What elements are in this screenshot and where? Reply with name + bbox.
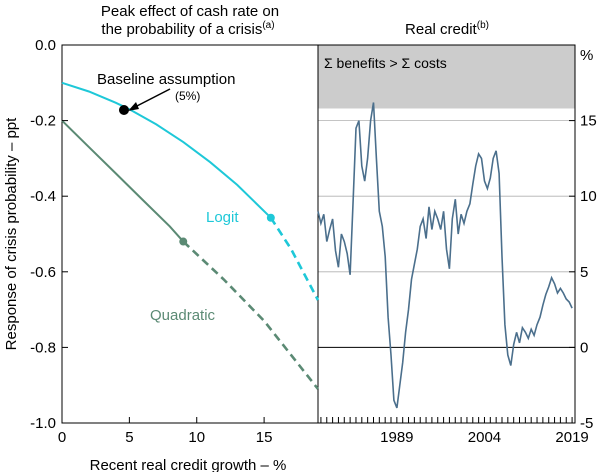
left-chart-title-note: (a) bbox=[262, 20, 274, 31]
right-chart-title: Real credit(b) bbox=[405, 20, 489, 38]
real-credit-line bbox=[317, 102, 573, 409]
shaded-region-label: Σ benefits > Σ costs bbox=[324, 55, 447, 71]
right-x-tick-label: 1989 bbox=[380, 429, 413, 446]
right-y-axis-unit: % bbox=[580, 47, 593, 64]
left-x-tick-label: 0 bbox=[58, 429, 66, 446]
right-panel-frame bbox=[317, 44, 576, 424]
baseline-annotation-text: Baseline assumption bbox=[97, 71, 235, 88]
logit-series-label: Logit bbox=[206, 209, 239, 226]
right-y-tick-label: 5 bbox=[580, 264, 588, 281]
right-x-axis-ticks: 1989 2004 2019 bbox=[320, 417, 589, 446]
quadratic-marker-point bbox=[179, 237, 188, 246]
left-y-tick-label: -0.8 bbox=[30, 339, 56, 356]
right-y-tick-label: 15 bbox=[580, 113, 597, 130]
left-x-tick-label: 15 bbox=[256, 429, 273, 446]
left-y-tick-label: -0.4 bbox=[30, 188, 56, 205]
baseline-arrow bbox=[132, 88, 171, 109]
left-y-tick-label: 0.0 bbox=[35, 37, 56, 54]
left-y-tick-label: -1.0 bbox=[30, 415, 56, 432]
right-chart-title-text: Real credit bbox=[405, 21, 478, 38]
right-y-tick-label: 0 bbox=[580, 339, 588, 356]
left-x-axis-ticks: 0 5 10 15 bbox=[58, 417, 273, 446]
left-chart-title-line2: the probability of a crisis(a) bbox=[101, 20, 274, 38]
quadratic-line-solid bbox=[61, 119, 185, 243]
quadratic-line-dashed bbox=[182, 240, 320, 390]
left-y-tick-label: -0.6 bbox=[30, 264, 56, 281]
shaded-region bbox=[318, 45, 575, 109]
baseline-annotation-subtext: (5%) bbox=[175, 89, 200, 103]
right-x-tick-label: 2019 bbox=[555, 429, 588, 446]
right-chart-title-note: (b) bbox=[477, 20, 489, 31]
quadratic-series-label: Quadratic bbox=[150, 307, 216, 324]
left-x-tick-label: 10 bbox=[188, 429, 205, 446]
left-y-tick-label: -0.2 bbox=[30, 113, 56, 130]
left-y-axis-label: Response of crisis probability – ppt bbox=[3, 117, 20, 350]
right-y-axis-ticks: 15 10 5 0 -5 bbox=[569, 113, 597, 432]
left-x-tick-label: 5 bbox=[125, 429, 133, 446]
left-chart-title-line1: Peak effect of cash rate on bbox=[101, 3, 279, 20]
baseline-arrowhead bbox=[128, 102, 139, 111]
logit-marker-point bbox=[266, 213, 275, 222]
baseline-assumption-marker bbox=[118, 105, 129, 116]
right-chart-grid bbox=[318, 45, 575, 348]
left-y-axis-ticks: 0.0 -0.2 -0.4 -0.6 -0.8 -1.0 bbox=[30, 37, 68, 432]
right-y-tick-label: -5 bbox=[580, 415, 593, 432]
logit-line-solid bbox=[61, 81, 272, 219]
left-x-axis-label: Recent real credit growth – % bbox=[90, 457, 287, 472]
right-y-tick-label: 10 bbox=[580, 188, 597, 205]
left-chart-title-line2-text: the probability of a crisis bbox=[101, 21, 262, 38]
right-x-tick-label: 2004 bbox=[468, 429, 501, 446]
logit-line-dashed bbox=[269, 216, 320, 301]
